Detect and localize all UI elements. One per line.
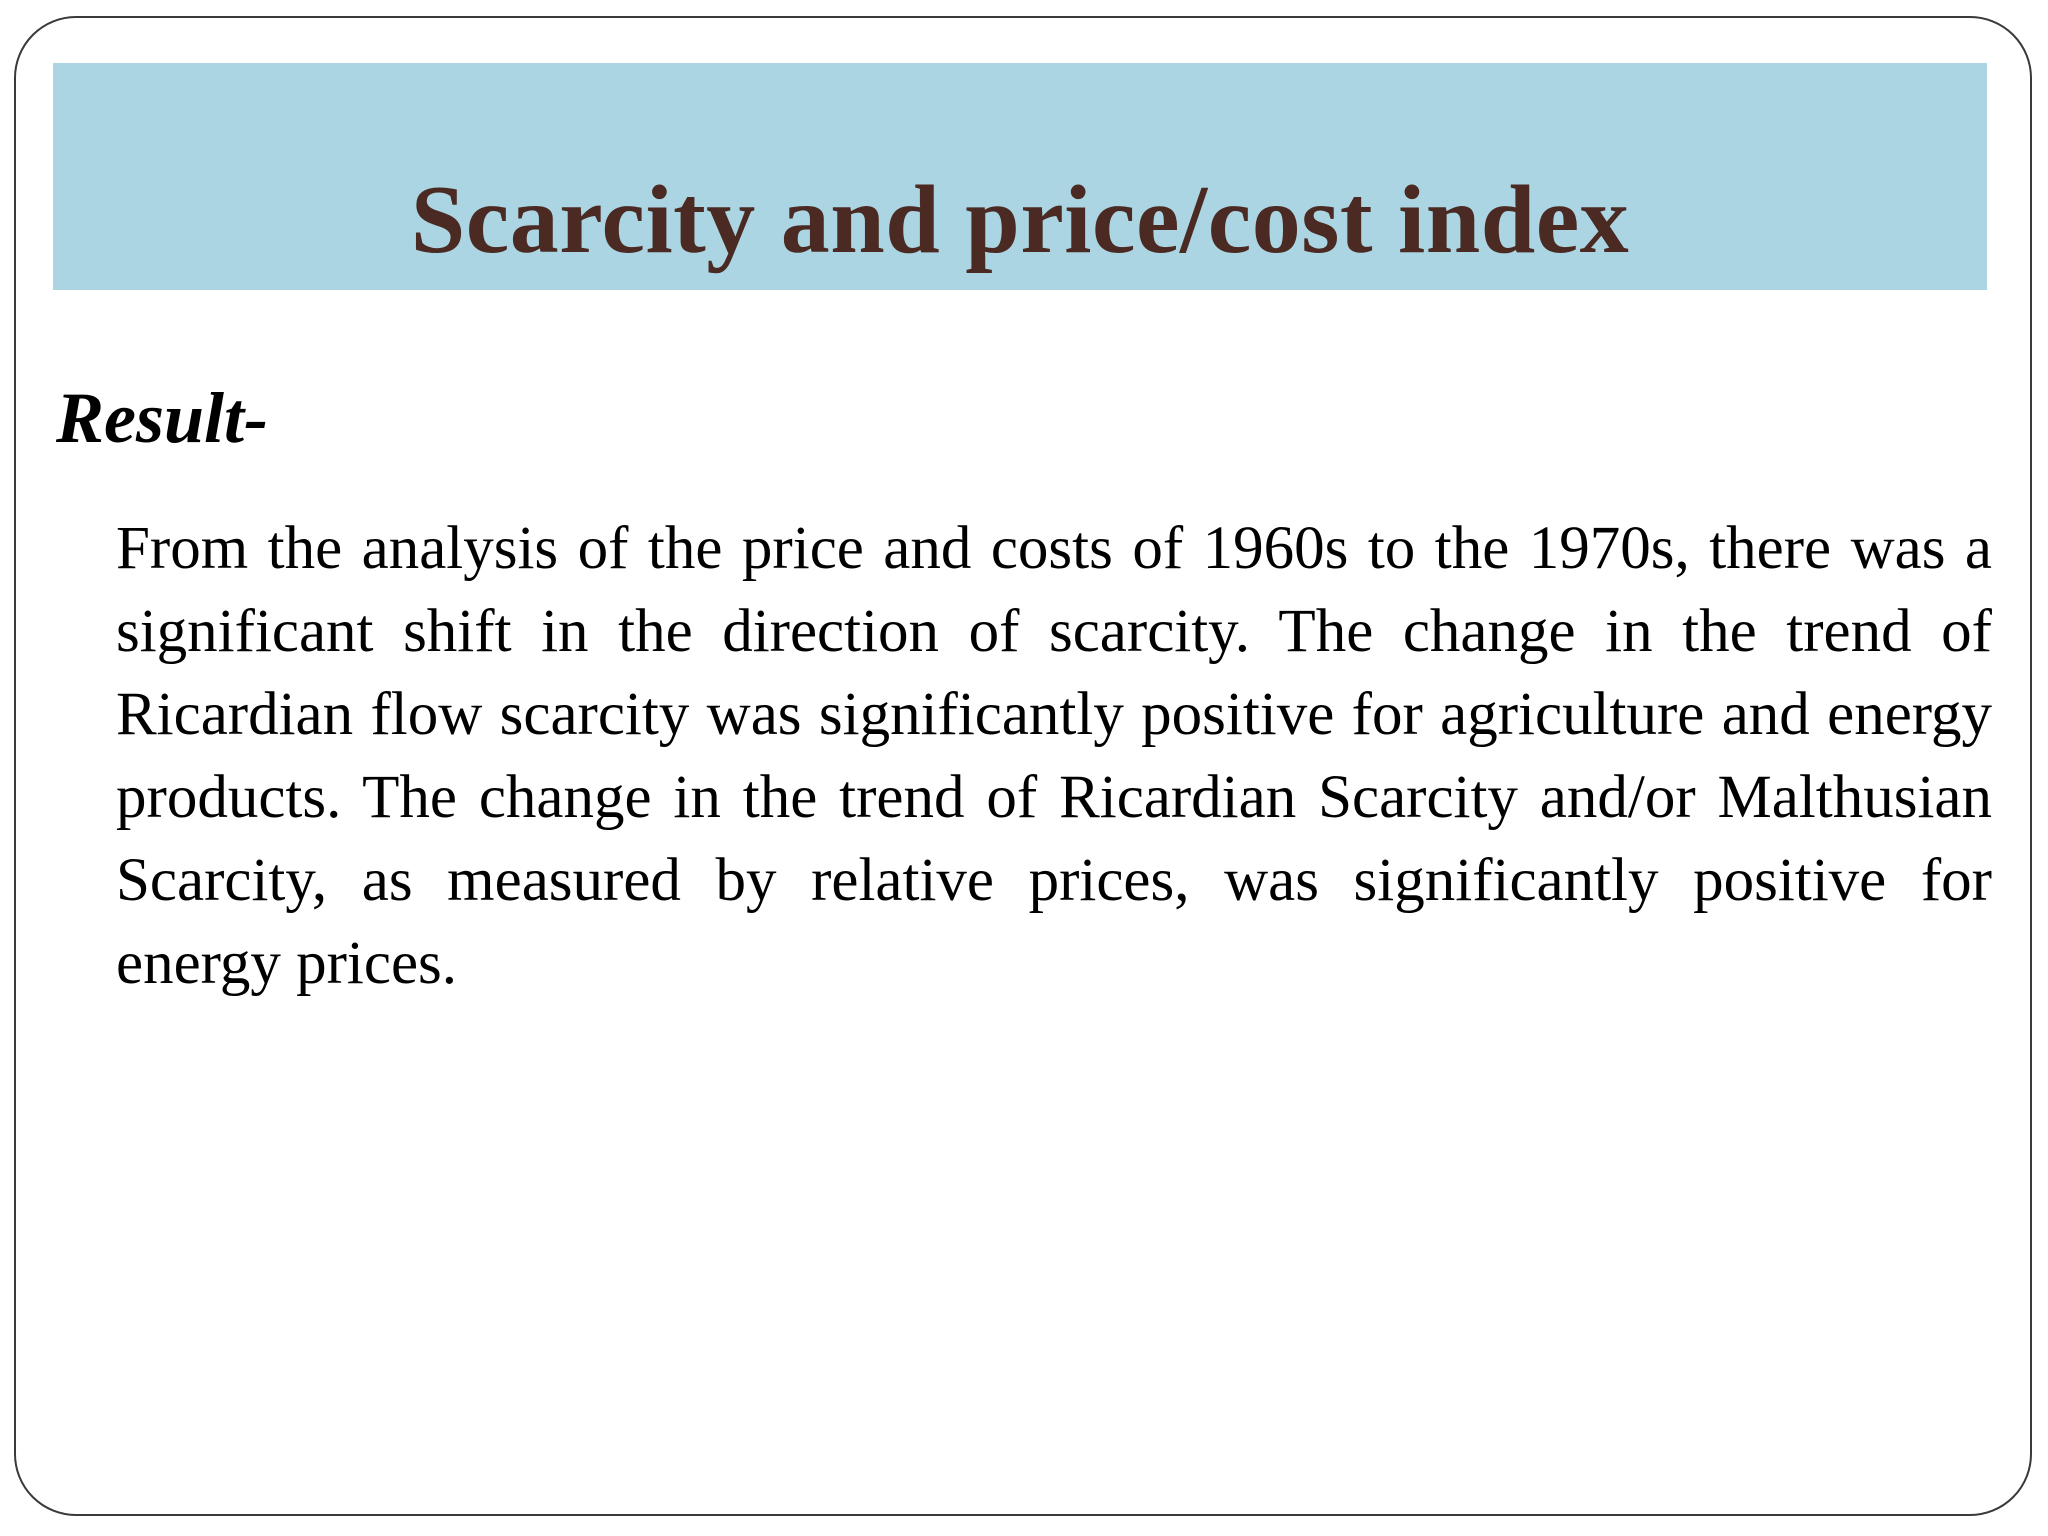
result-heading: Result- (56, 378, 269, 458)
slide-frame: Scarcity and price/cost index Result- Fr… (14, 16, 2032, 1516)
slide-title: Scarcity and price/cost index (410, 166, 1630, 274)
title-band: Scarcity and price/cost index (53, 63, 1987, 290)
result-paragraph: From the analysis of the price and costs… (116, 515, 1992, 997)
